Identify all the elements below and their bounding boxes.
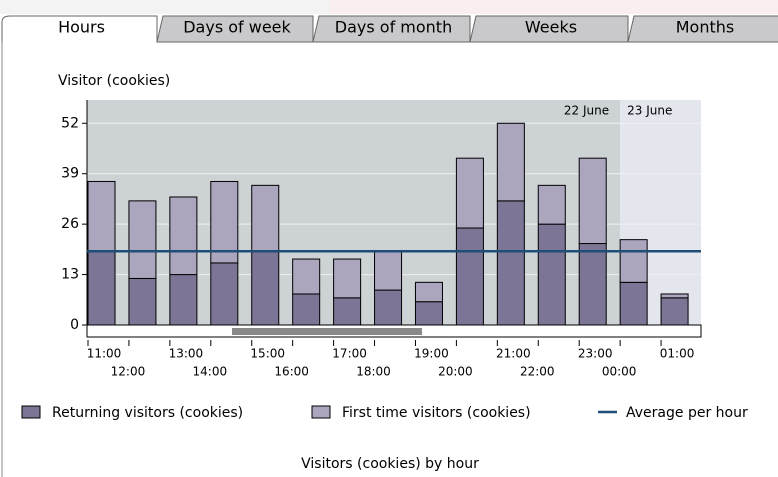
x-tick-label: 20:00: [438, 365, 473, 379]
bar-segment: [374, 250, 403, 291]
x-tick-label: 16:00: [274, 365, 309, 379]
bar-segment: [251, 250, 280, 326]
bar-segment: [455, 227, 484, 326]
x-tick-label: 01:00: [660, 347, 695, 361]
tab-label[interactable]: Months: [676, 18, 734, 37]
plot: 22 June 23 June 0 13 26 39 52 11:00 12:00 13:00 14…: [21, 100, 748, 421]
day-label: 22 June: [564, 104, 609, 118]
bar-segment: [414, 281, 443, 303]
bar-segment: [292, 293, 321, 326]
bar-segment: [87, 180, 116, 252]
bar-segment: [128, 277, 157, 326]
scroll-thumb[interactable]: [232, 328, 422, 335]
tab-label[interactable]: Hours: [58, 18, 105, 37]
legend-label: First time visitors (cookies): [342, 405, 531, 421]
legend-swatch: [311, 405, 331, 419]
bar-segment: [660, 297, 689, 326]
chart-caption: Visitors (cookies) by hour: [301, 456, 479, 472]
bar-segment: [169, 274, 198, 326]
bar-segment: [537, 184, 566, 225]
y-tick-label: 39: [61, 166, 79, 182]
tab[interactable]: [1, 15, 158, 42]
y-tick-label: 26: [61, 216, 79, 232]
bar-segment: [619, 239, 648, 283]
bar-segment: [333, 297, 362, 326]
bar-segment: [660, 293, 689, 299]
bar-segment: [333, 258, 362, 299]
x-tick-label: 15:00: [250, 347, 285, 361]
chart-title: Visitor (cookies): [58, 73, 170, 89]
x-tick-label: 19:00: [414, 347, 449, 361]
y-tick-label: 13: [61, 267, 79, 283]
bar-segment: [537, 223, 566, 326]
x-tick-label: 12:00: [111, 365, 146, 379]
day-label: 23 June: [627, 104, 672, 118]
bar-segment: [578, 243, 607, 326]
tab-label[interactable]: Days of week: [183, 18, 291, 37]
y-tick-label: 52: [61, 115, 79, 131]
bar-segment: [455, 157, 484, 229]
bar-segment: [87, 250, 116, 326]
bar-segment: [210, 180, 239, 264]
tab-bar: Hours Days of week Days of month Weeks Month…: [1, 15, 778, 43]
bar-segment: [578, 157, 607, 245]
x-tick-label: 14:00: [193, 365, 228, 379]
bar-segment: [619, 281, 648, 326]
x-tick-label: 21:00: [496, 347, 531, 361]
bar-segment: [210, 262, 239, 326]
tab-label[interactable]: Weeks: [525, 18, 577, 37]
legend-label: Average per hour: [626, 405, 748, 421]
legend-label: Returning visitors (cookies): [52, 405, 243, 421]
x-tick-label: 17:00: [332, 347, 367, 361]
bar-segment: [128, 200, 157, 279]
x-tick-label: 13:00: [169, 347, 204, 361]
x-tick-label: 11:00: [87, 347, 122, 361]
x-tick-label: 23:00: [578, 347, 613, 361]
legend-swatch: [21, 405, 41, 419]
tab-label[interactable]: Days of month: [335, 18, 452, 37]
y-tick-label: 0: [70, 317, 79, 333]
bar-segment: [374, 289, 403, 326]
bar-segment: [414, 301, 443, 326]
bar-segment: [169, 196, 198, 276]
x-tick-label: 00:00: [602, 365, 637, 379]
x-tick-label: 22:00: [520, 365, 555, 379]
bar-segment: [496, 200, 525, 326]
x-tick-label: 18:00: [356, 365, 391, 379]
toolbar-strip: [330, 0, 778, 14]
bar-segment: [496, 122, 525, 202]
bar-segment: [251, 184, 280, 252]
bar-segment: [292, 258, 321, 295]
